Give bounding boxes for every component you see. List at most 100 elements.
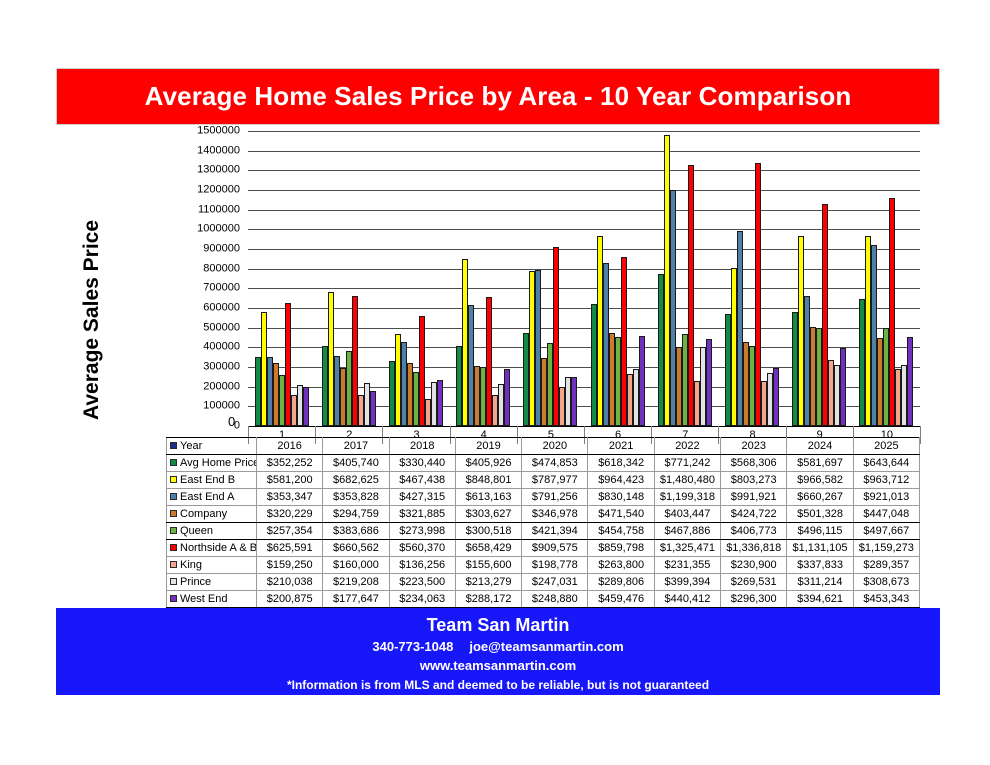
bar bbox=[737, 230, 744, 426]
table-cell: 2025 bbox=[852, 437, 921, 455]
gridline bbox=[248, 386, 920, 388]
table-cell: $848,801 bbox=[454, 471, 523, 489]
table-cell: 2020 bbox=[521, 437, 589, 455]
table-cell: $248,880 bbox=[521, 590, 589, 608]
table-cell: $660,267 bbox=[786, 488, 854, 506]
table-cell: $311,214 bbox=[786, 573, 854, 591]
table-cell: $427,315 bbox=[388, 488, 456, 506]
bar bbox=[260, 311, 267, 426]
table-cell: $625,591 bbox=[255, 539, 324, 557]
bar bbox=[351, 296, 358, 426]
table-cell: $581,200 bbox=[255, 471, 324, 489]
table-cell: $289,806 bbox=[587, 573, 655, 591]
bar bbox=[877, 338, 884, 426]
y-axis-zero-label: 0 bbox=[228, 414, 236, 429]
table-cell: $787,977 bbox=[521, 471, 589, 489]
gridline bbox=[248, 288, 920, 290]
table-cell: 2016 bbox=[255, 437, 324, 455]
bar bbox=[669, 190, 676, 426]
bar bbox=[608, 333, 615, 426]
table-row-label: West End bbox=[166, 590, 257, 608]
bar bbox=[529, 271, 536, 426]
email-address[interactable]: joe@teamsanmartin.com bbox=[469, 638, 624, 654]
bar bbox=[840, 348, 847, 426]
legend-swatch-icon bbox=[170, 526, 177, 534]
table-cell: $230,900 bbox=[720, 556, 788, 574]
table-cell: $198,778 bbox=[521, 556, 589, 574]
gridline bbox=[248, 229, 920, 231]
category-axis-label: 7 bbox=[652, 426, 720, 444]
gridline bbox=[248, 308, 920, 309]
bar bbox=[761, 380, 768, 426]
y-tick-label: 1200000 bbox=[197, 183, 240, 196]
table-row: Avg Home Price $352,252 $405,740 $330,440 $4… bbox=[166, 454, 921, 472]
table-cell: $474,853 bbox=[521, 454, 589, 472]
table-cell: $1,336,818 bbox=[720, 539, 788, 557]
table-cell: $447,048 bbox=[852, 505, 921, 523]
bars-layer bbox=[248, 131, 920, 426]
table-cell: $1,199,318 bbox=[653, 488, 722, 506]
legend-swatch-icon bbox=[170, 577, 177, 585]
bar bbox=[602, 262, 609, 426]
y-tick-label: 1500000 bbox=[197, 124, 240, 137]
table-cell: $453,343 bbox=[852, 590, 921, 608]
bar bbox=[413, 372, 419, 426]
table-cell: 2022 bbox=[653, 437, 722, 455]
bar-group bbox=[853, 131, 920, 426]
footer-banner: Team San Martin 340-773-1048 joe@teamsanm… bbox=[56, 608, 940, 695]
table-row-label: East End A bbox=[166, 488, 257, 506]
table-cell: $568,306 bbox=[720, 454, 788, 472]
y-axis-tick-labels: 1500000 1400000 1300000 1200000 1100000 10000… bbox=[180, 125, 244, 431]
bar bbox=[296, 384, 303, 426]
table-row: Prince $210,038 $219,208 $223,500 $213,279 $2… bbox=[166, 573, 921, 591]
table-cell: $964,423 bbox=[587, 471, 655, 489]
bar bbox=[290, 394, 297, 426]
bar bbox=[749, 346, 756, 426]
series-name: Year bbox=[180, 440, 203, 453]
company-name: Team San Martin bbox=[426, 615, 570, 635]
table-cell: $294,759 bbox=[322, 505, 390, 523]
bar bbox=[638, 335, 645, 426]
gridline bbox=[248, 170, 920, 172]
bar bbox=[828, 359, 835, 426]
y-tick-label: 800000 bbox=[203, 262, 240, 275]
table-cell: $223,500 bbox=[388, 573, 456, 591]
table-cell: $424,722 bbox=[720, 505, 788, 523]
y-axis-title: Average Sales Price bbox=[72, 185, 112, 455]
gridline bbox=[248, 367, 920, 368]
table-cell: $308,673 bbox=[852, 573, 921, 591]
table-cell: $219,208 bbox=[322, 573, 390, 591]
phone-number[interactable]: 340-773-1048 bbox=[372, 638, 454, 654]
table-row-label: Company bbox=[166, 505, 257, 523]
bar bbox=[333, 356, 340, 426]
table-cell: $263,800 bbox=[587, 556, 655, 574]
contact-line: 340-773-1048 joe@teamsanmartin.com bbox=[56, 637, 940, 657]
table-cell: $160,000 bbox=[322, 556, 390, 574]
table-cell: $501,328 bbox=[786, 505, 854, 523]
bar bbox=[407, 362, 413, 426]
gridline bbox=[248, 327, 920, 329]
bar bbox=[456, 346, 463, 426]
bar bbox=[401, 341, 407, 426]
table-cell: $859,798 bbox=[587, 539, 655, 557]
bar-group bbox=[651, 131, 718, 426]
bar bbox=[699, 347, 706, 426]
bar bbox=[480, 366, 487, 426]
bar bbox=[681, 333, 688, 426]
table-cell: 2024 bbox=[786, 437, 854, 455]
bar bbox=[486, 296, 493, 426]
y-tick-label: 400000 bbox=[203, 340, 240, 353]
table-row: Queen $257,354 $383,686 $273,998 $300,518 $42… bbox=[166, 522, 921, 540]
bar bbox=[474, 366, 481, 426]
website-url[interactable]: www.teamsanmartin.com bbox=[419, 658, 577, 673]
table-cell: $560,370 bbox=[388, 539, 456, 557]
table-row-label: East End B bbox=[166, 471, 257, 489]
table-cell: $966,582 bbox=[786, 471, 854, 489]
bar bbox=[773, 367, 780, 426]
bar bbox=[302, 386, 309, 426]
bar bbox=[596, 236, 603, 426]
bar bbox=[321, 346, 328, 426]
table-row-label: Avg Home Price bbox=[166, 454, 257, 472]
bar bbox=[565, 377, 572, 426]
table-row-label: Year bbox=[166, 437, 257, 455]
